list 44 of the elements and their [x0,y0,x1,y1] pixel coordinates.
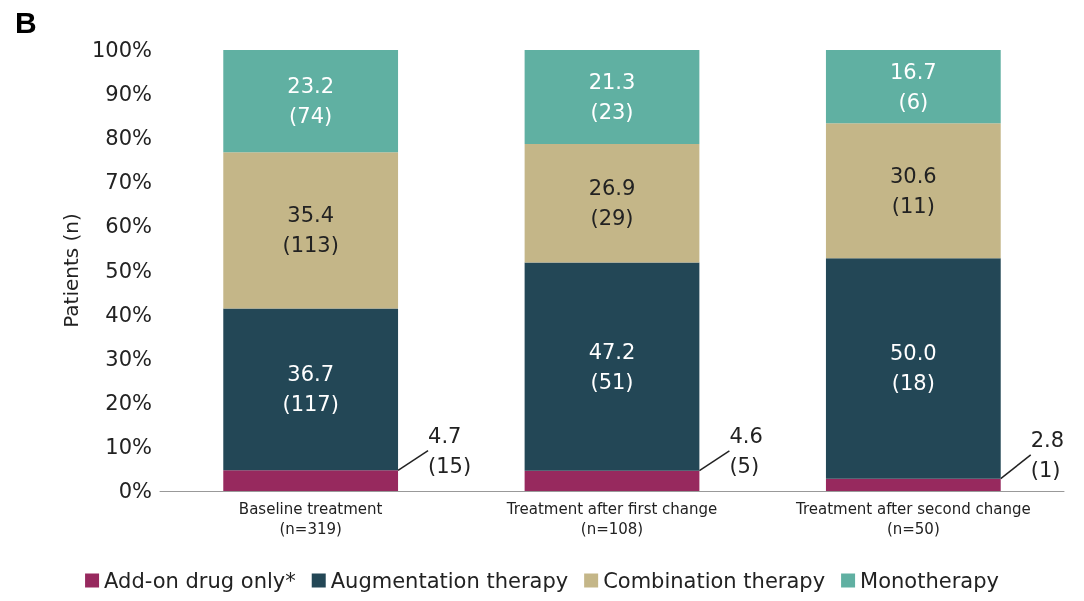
bar [825,123,1001,259]
data-label: 23.2 (74) [287,74,335,129]
bar [524,143,700,263]
y-tick-label: 10% [105,434,152,459]
bar [223,308,399,471]
data-label: 47.2 (51) [588,339,636,394]
data-label: 35.4 (113) [282,203,339,258]
data-label: 4.6 (5) [729,423,763,478]
bar [223,50,399,153]
y-tick-label: 100% [91,38,152,62]
legend-label: Add-on drug only* [104,568,296,593]
y-tick-label: 60% [105,214,152,239]
data-label: 16.7 (6) [889,59,937,114]
bar [825,50,1001,124]
x-tick-label: Treatment after second change (n=50) [794,500,1031,538]
legend-label: Monotherapy [860,568,999,593]
bar [825,478,1001,491]
data-label: 2.8 (1) [1030,427,1065,482]
y-tick-label: 90% [105,82,152,107]
bar [825,258,1001,479]
bar [524,262,700,471]
y-tick-label: 70% [105,170,152,195]
y-tick-label: 50% [105,258,152,283]
data-label: 36.7 (117) [282,362,339,417]
x-tick-label: Baseline treatment (n=319) [238,500,383,538]
x-tick-label: Treatment after first change (n=108) [505,500,718,538]
y-tick-label: 0% [118,479,152,503]
legend-label: Augmentation therapy [330,568,569,593]
y-axis-title: Patients (n) [59,213,84,328]
legend-label: Combination therapy [603,568,826,593]
y-tick-label: 40% [105,302,152,327]
bar [223,152,399,309]
data-label: 26.9 (29) [588,176,636,231]
bar [524,50,700,144]
data-label: 4.7 (15) [428,423,472,478]
bar [223,470,399,491]
data-label: 50.0 (18) [889,341,937,396]
y-tick-label: 80% [105,126,152,151]
chart-title: B [15,5,37,39]
y-tick-label: 30% [105,346,152,371]
y-tick-label: 20% [105,390,152,415]
bar [524,470,700,491]
data-label: 21.3 (23) [588,69,636,124]
data-label: 30.6 (11) [889,163,937,218]
